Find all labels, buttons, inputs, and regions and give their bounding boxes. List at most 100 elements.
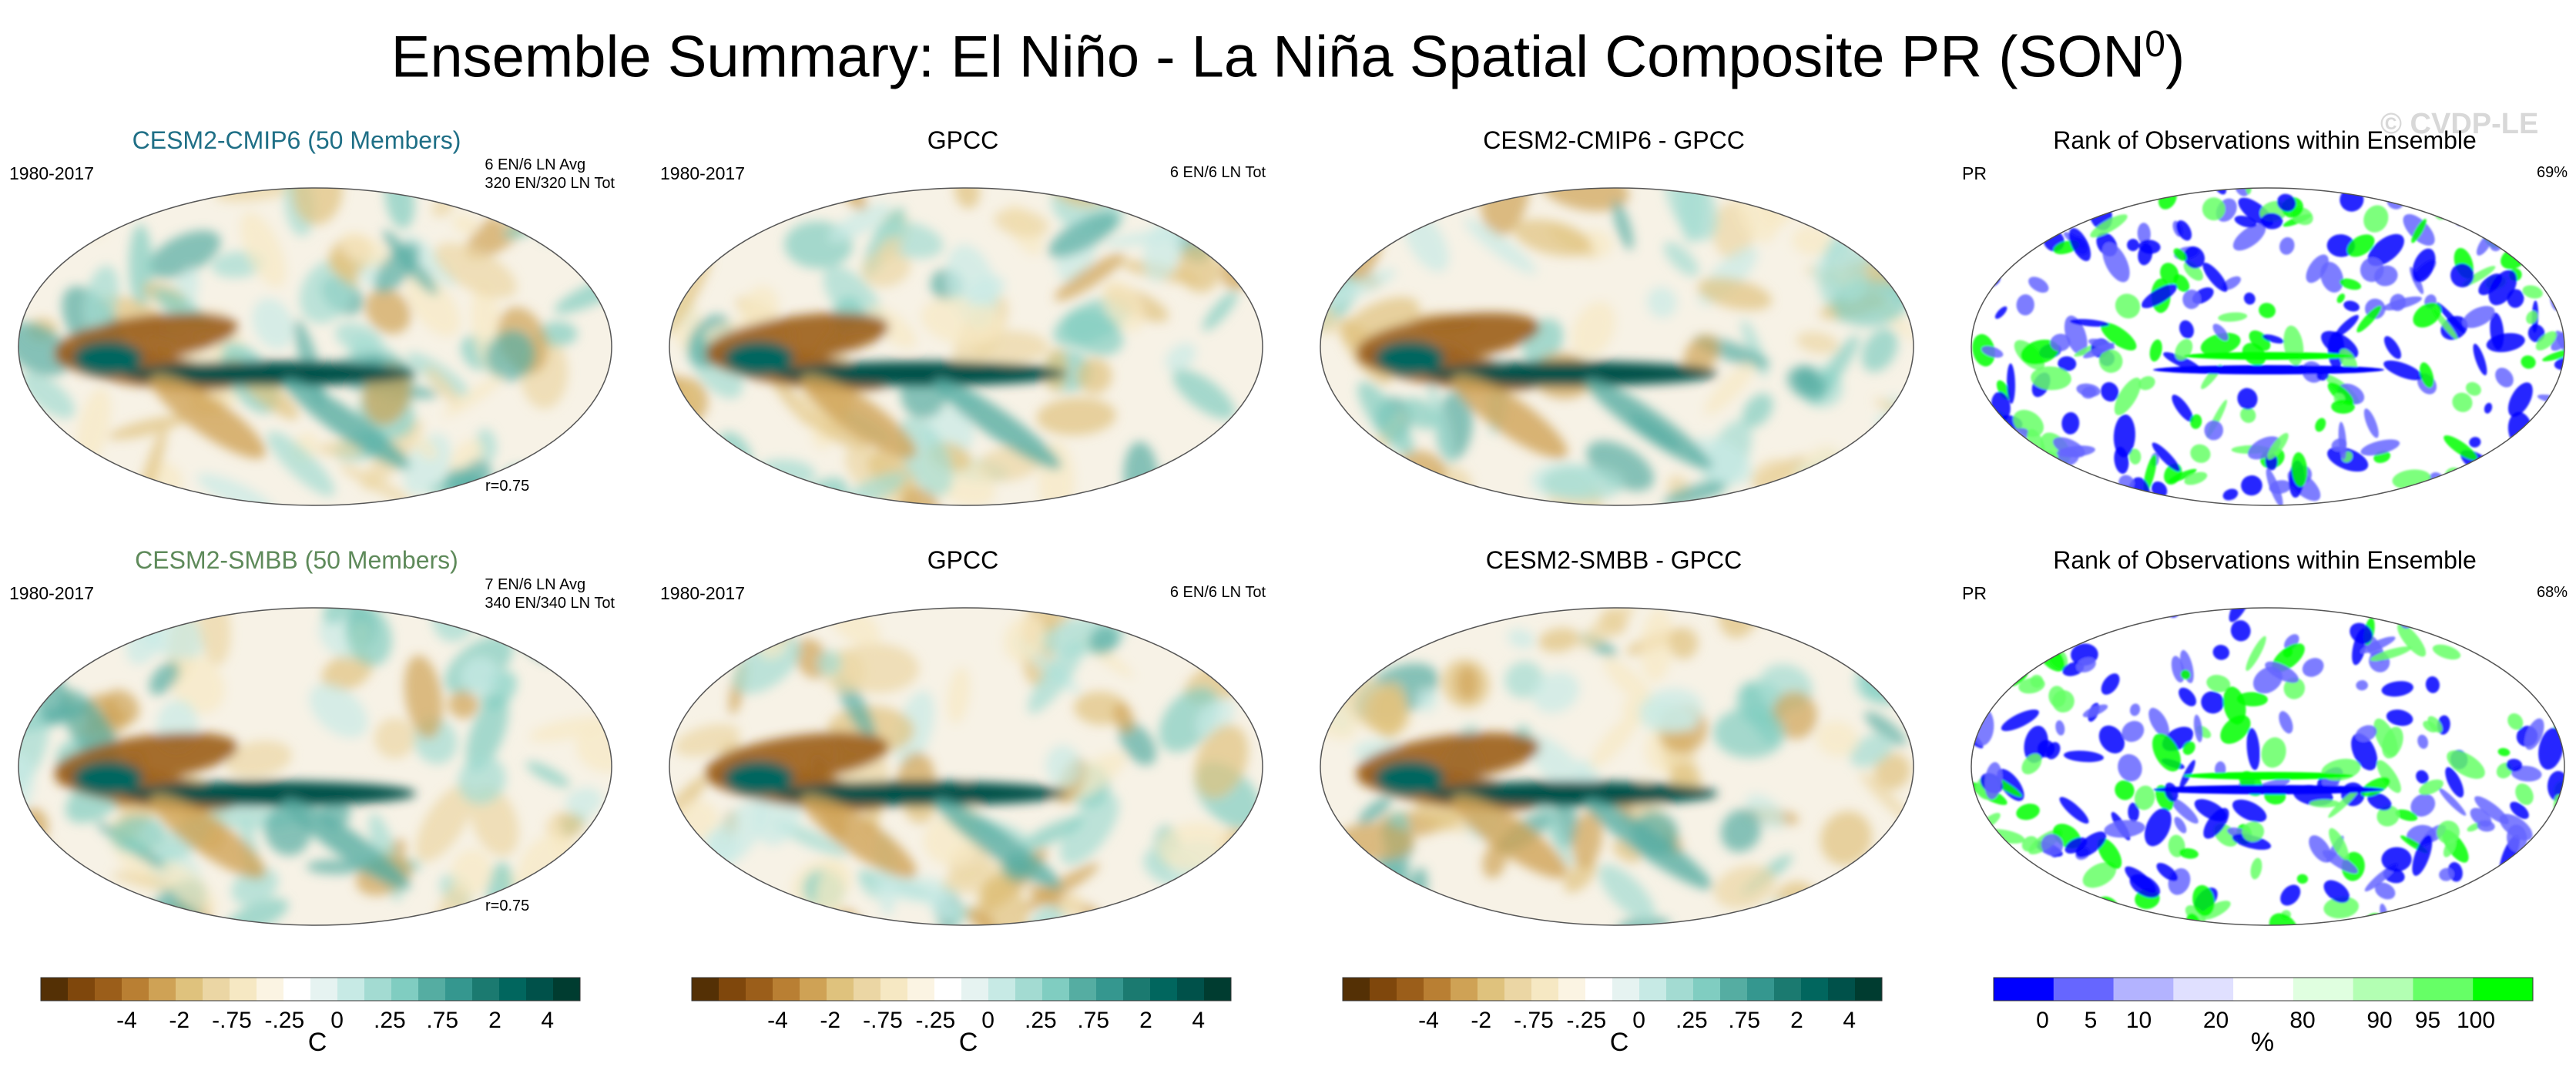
colorbar-swatch [692,978,719,1001]
colorbar-tick-label: 2 [1790,1008,1803,1033]
map-rank-2 [1971,607,2565,926]
colorbar-swatch [2173,978,2234,1001]
colorbar-swatch [364,978,392,1001]
colorbar-swatch [1177,978,1205,1001]
colorbar-swatch [2293,978,2354,1001]
colorbar-swatch [1585,978,1613,1001]
colorbar-tick-label: 0 [1632,1008,1645,1033]
colorbar-tick-label: -4 [116,1008,137,1033]
colorbar-swatch [1828,978,1856,1001]
colorbar-tick-label: -.25 [1566,1008,1607,1033]
colorbar-swatch [1478,978,1505,1001]
panel-title: Rank of Observations within Ensemble [2053,546,2477,574]
colorbar-tick-label: .75 [1077,1008,1110,1033]
event-count-label: 7 EN/6 LN Avg 340 EN/340 LN Tot [485,576,615,612]
colorbar-swatch [1204,978,1232,1001]
colorbar-tick-label: .25 [1675,1008,1708,1033]
colorbar-swatch [2473,978,2534,1001]
map-diff-cmip6 [1320,187,1914,506]
colorbar-swatch [68,978,96,1001]
percent-label: 68% [2536,584,2568,601]
colorbar-tick-label: -.75 [1514,1008,1554,1033]
colorbar-swatch [934,978,962,1001]
colorbar-swatch [203,978,230,1001]
colorbar-swatch [2353,978,2413,1001]
colorbar-tick-label: .75 [426,1008,459,1033]
colorbar-tick-label: 90 [2366,1008,2393,1033]
event-count-label: 6 EN/6 LN Avg 320 EN/320 LN Tot [485,156,615,192]
colorbar-swatch [1801,978,1829,1001]
colorbar-swatch [1720,978,1748,1001]
colorbar-swatch [445,978,473,1001]
colorbar-tick-label: 2 [488,1008,501,1033]
colorbar-swatch [553,978,581,1001]
panel-title: GPCC [927,126,999,154]
colorbar-swatch [95,978,122,1001]
colorbar-swatch [1424,978,1451,1001]
map-rank-1 [1971,187,2565,506]
period-label: 1980-2017 [660,583,745,603]
period-label: 1980-2017 [9,583,94,603]
panel-cesm2-smbb: CESM2-SMBB (50 Members) 1980-2017 7 EN/6… [0,543,624,944]
map-gpcc-2 [669,607,1263,926]
panel-title: GPCC [927,546,999,574]
pattern-correlation-label: r=0.75 [485,898,530,914]
colorbar-swatch [1069,978,1097,1001]
map-cesm2-smbb [18,607,612,926]
colorbar-tick-label: 5 [2084,1008,2098,1033]
colorbar-swatch [1774,978,1802,1001]
colorbar-swatch [773,978,800,1001]
panel-title: CESM2-CMIP6 (50 Members) [132,126,461,154]
colorbar-swatch [1397,978,1424,1001]
colorbar-swatch [499,978,527,1001]
colorbar-tick-label: 10 [2125,1008,2152,1033]
variable-label: PR [1962,583,1987,603]
panel-title: CESM2-SMBB - GPCC [1485,546,1742,574]
colorbar-swatch [391,978,419,1001]
panel-gpcc-2: GPCC 1980-2017 6 EN/6 LN Tot [651,543,1275,944]
colorbar-model: -4 -2 -.75 -.25 0 .25 .75 2 4 C [40,977,664,1069]
colorbar-swatch [230,978,257,1001]
colorbar-swatch [1343,978,1370,1001]
colorbar-tick-label: -.75 [863,1008,903,1033]
colorbar-swatch [961,978,989,1001]
colorbar-swatch [1370,978,1397,1001]
panel-rank-2: Rank of Observations within Ensemble PR … [1953,543,2576,944]
colorbar-swatch [1042,978,1070,1001]
colorbar-tick-label: -2 [820,1008,841,1033]
map-cesm2-cmip6 [18,187,612,506]
colorbar-swatch [719,978,746,1001]
colorbar-swatch [746,978,773,1001]
colorbar-diff: -4 -2 -.75 -.25 0 .25 .75 2 4 C [1342,977,1966,1069]
panel-gpcc-1: GPCC 1980-2017 6 EN/6 LN Tot [651,123,1275,524]
colorbar-swatches [40,977,581,1002]
colorbar-obs: -4 -2 -.75 -.25 0 .25 .75 2 4 C [691,977,1315,1069]
colorbar-swatch [1558,978,1586,1001]
colorbar-swatch [1504,978,1532,1001]
colorbar-swatch [526,978,554,1001]
panel-rank-1: Rank of Observations within Ensemble PR … [1953,123,2576,524]
colorbar-unit-label: % [2250,1028,2275,1057]
colorbar-tick-label: 0 [330,1008,344,1033]
colorbar-swatch [2233,978,2294,1001]
colorbar-swatch [1451,978,1478,1001]
colorbar-swatch [1666,978,1694,1001]
colorbar-swatch [337,978,365,1001]
colorbar-tick-label: 4 [1192,1008,1206,1033]
colorbar-swatch [907,978,935,1001]
colorbar-swatch [176,978,203,1001]
colorbar-swatch [1096,978,1124,1001]
colorbar-swatch [472,978,500,1001]
colorbar-tick-label: 2 [1139,1008,1152,1033]
colorbar-swatch [41,978,69,1001]
colorbar-tick-label: -.25 [915,1008,956,1033]
colorbar-swatch [418,978,446,1001]
percent-label: 69% [2536,164,2568,181]
colorbar-tick-label: -4 [1418,1008,1439,1033]
colorbar-swatch [1150,978,1178,1001]
colorbar-rank: 0 5 10 20 80 90 95 100% [1993,977,2576,1069]
event-count-label: 6 EN/6 LN Tot [1169,584,1266,601]
pattern-correlation-label: r=0.75 [485,478,530,495]
panel-title: CESM2-CMIP6 - GPCC [1483,126,1745,154]
panel-title: CESM2-SMBB (50 Members) [135,546,458,574]
